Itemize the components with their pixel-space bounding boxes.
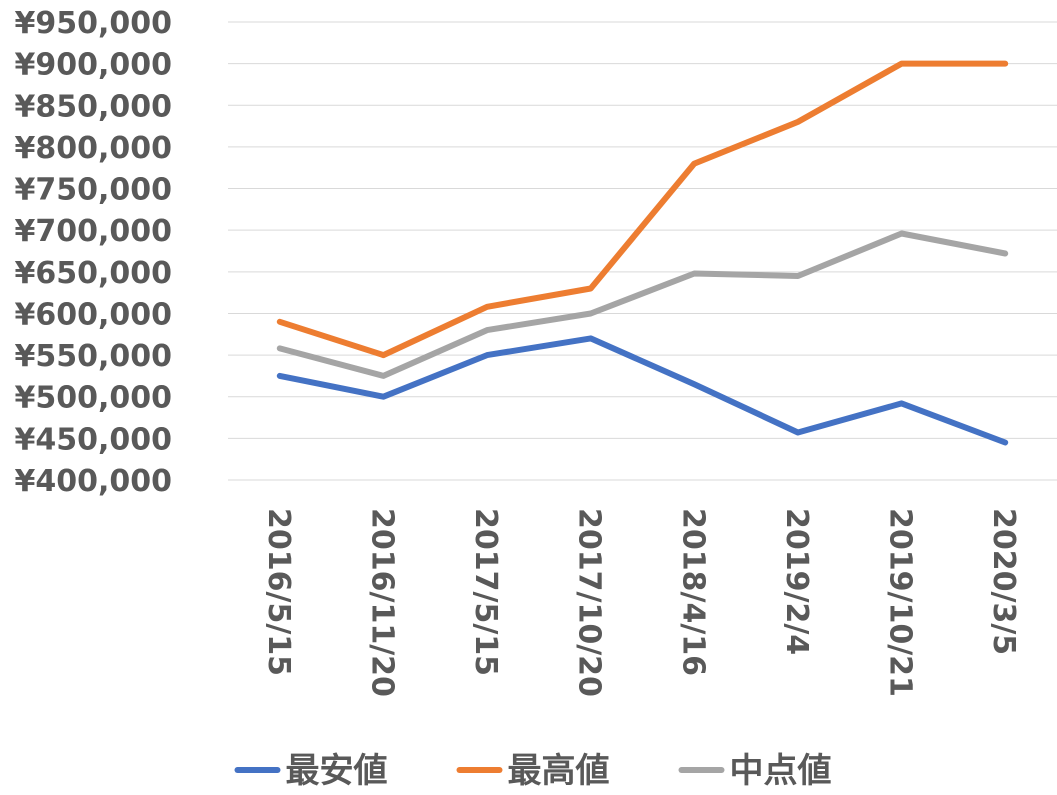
gridlines: [228, 21, 1057, 481]
y-tick-label: ¥600,000: [14, 297, 172, 332]
y-tick-label: ¥800,000: [14, 131, 172, 166]
series-lines: [276, 60, 1009, 446]
x-axis-tick-labels: 2016/5/15 2016/11/20 2017/5/15 2017/10/20 20…: [261, 508, 1021, 697]
legend-item: 最高値: [456, 751, 610, 791]
legend-item: 中点値: [678, 751, 832, 791]
legend-item: 最安値: [234, 751, 388, 791]
x-tick-label: 2017/10/20: [572, 508, 607, 697]
x-tick-label: 2016/11/20: [364, 508, 399, 697]
y-tick-label: ¥650,000: [14, 256, 172, 291]
legend-label: 中点値: [730, 751, 832, 791]
y-tick-label: ¥750,000: [14, 173, 172, 208]
y-tick-label: ¥950,000: [14, 6, 172, 41]
x-tick-label: 2019/10/21: [883, 508, 918, 697]
legend-label: 最安値: [286, 751, 388, 791]
y-tick-label: ¥850,000: [14, 89, 172, 124]
series-line-3: [276, 230, 1009, 379]
legend: 最安値 最高値 中点値: [234, 751, 832, 791]
legend-label: 最高値: [508, 751, 610, 791]
y-tick-label: ¥500,000: [14, 381, 172, 416]
x-tick-label: 2016/5/15: [261, 508, 296, 676]
y-tick-label: ¥550,000: [14, 339, 172, 374]
x-tick-label: 2017/5/15: [468, 508, 503, 676]
y-tick-label: ¥700,000: [14, 214, 172, 249]
y-tick-label: ¥450,000: [14, 422, 172, 457]
series-line-1: [276, 335, 1009, 446]
x-tick-label: 2019/2/4: [779, 508, 814, 655]
y-tick-label: ¥900,000: [14, 48, 172, 83]
x-tick-label: 2018/4/16: [675, 508, 710, 676]
x-tick-label: 2020/3/5: [986, 508, 1021, 655]
y-axis-tick-labels: ¥400,000 ¥450,000 ¥500,000 ¥550,000 ¥600,000…: [14, 6, 172, 499]
series-line-2: [276, 60, 1009, 359]
y-tick-label: ¥400,000: [14, 464, 172, 499]
